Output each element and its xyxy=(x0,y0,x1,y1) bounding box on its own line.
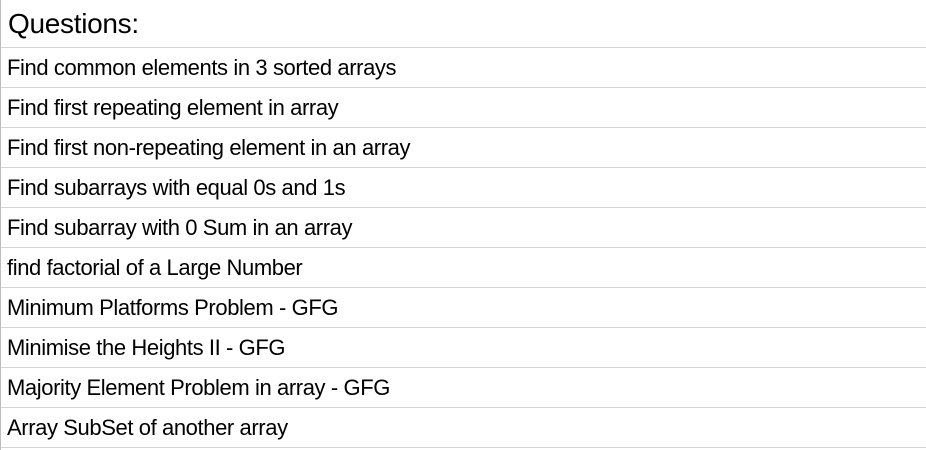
question-text: Find first repeating element in array xyxy=(7,94,339,120)
question-row[interactable]: Find first repeating element in array xyxy=(1,88,926,128)
question-text: Minimum Platforms Problem - GFG xyxy=(7,294,339,320)
question-text: Array SubSet of another array xyxy=(7,414,288,440)
question-row[interactable]: Minimise the Heights II - GFG xyxy=(1,328,926,368)
question-text: Find first non-repeating element in an a… xyxy=(7,134,411,160)
question-row[interactable]: Find subarray with 0 Sum in an array xyxy=(1,208,926,248)
question-row[interactable]: Find common elements in 3 sorted arrays xyxy=(1,48,926,88)
question-row[interactable]: Minimum Platforms Problem - GFG xyxy=(1,288,926,328)
question-text: find factorial of a Large Number xyxy=(7,254,303,280)
question-text: Find subarray with 0 Sum in an array xyxy=(7,214,353,240)
question-text: Find common elements in 3 sorted arrays xyxy=(7,54,397,80)
question-row[interactable]: find factorial of a Large Number xyxy=(1,248,926,288)
question-row[interactable]: Find first non-repeating element in an a… xyxy=(1,128,926,168)
question-row[interactable]: Majority Element Problem in array - GFG xyxy=(1,368,926,408)
column-title: Questions: xyxy=(8,7,139,39)
question-text: Majority Element Problem in array - GFG xyxy=(7,374,390,400)
question-text: Find subarrays with equal 0s and 1s xyxy=(7,174,346,200)
header-cell[interactable]: Questions: xyxy=(1,0,926,48)
question-row[interactable]: Array SubSet of another array xyxy=(1,408,926,448)
question-row[interactable]: Find subarrays with equal 0s and 1s xyxy=(1,168,926,208)
question-text: Minimise the Heights II - GFG xyxy=(7,334,286,360)
